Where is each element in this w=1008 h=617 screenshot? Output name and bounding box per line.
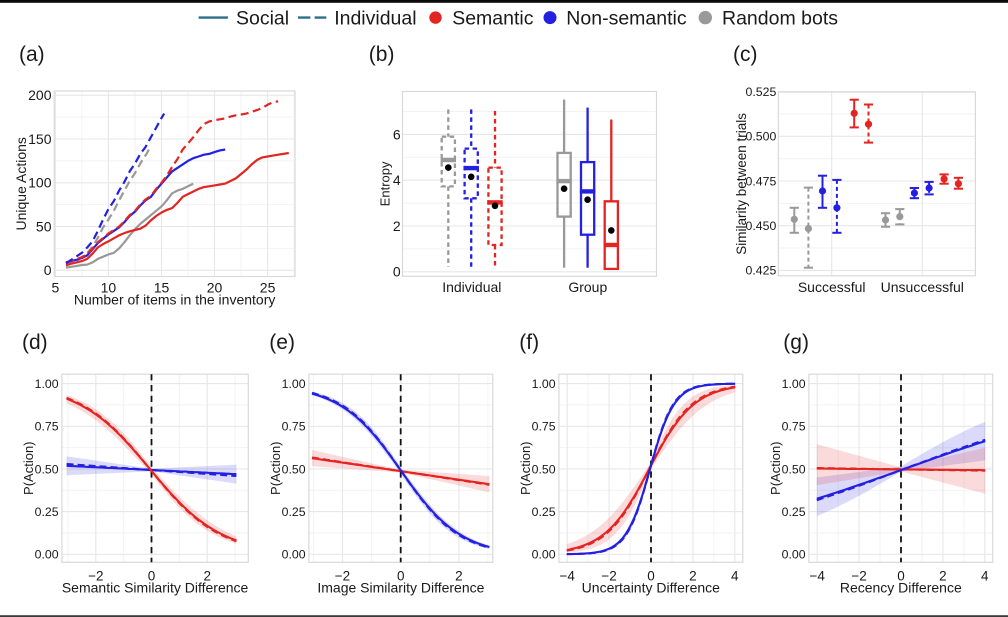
svg-text:−2: −2	[335, 569, 350, 584]
svg-text:Non-semantic: Non-semantic	[566, 8, 687, 30]
svg-text:20: 20	[207, 279, 223, 295]
svg-text:0: 0	[44, 262, 52, 278]
svg-text:0.50: 0.50	[35, 462, 59, 476]
svg-text:4: 4	[393, 172, 401, 188]
svg-text:P(Action): P(Action)	[768, 441, 783, 494]
svg-text:Individual: Individual	[442, 279, 501, 295]
svg-text:0.475: 0.475	[746, 174, 777, 188]
svg-text:0.00: 0.00	[532, 548, 556, 562]
svg-text:Semantic: Semantic	[452, 8, 534, 30]
svg-text:(f): (f)	[519, 331, 539, 354]
svg-text:(g): (g)	[783, 331, 809, 354]
svg-text:4: 4	[981, 569, 989, 584]
svg-text:0.50: 0.50	[532, 462, 556, 476]
svg-text:1.00: 1.00	[282, 377, 306, 391]
svg-text:Random bots: Random bots	[722, 8, 838, 30]
svg-text:Group: Group	[568, 279, 607, 295]
svg-text:−4: −4	[809, 569, 825, 584]
svg-text:0: 0	[897, 569, 905, 584]
svg-text:0.75: 0.75	[782, 420, 806, 434]
svg-text:−2: −2	[88, 569, 103, 584]
svg-text:0.50: 0.50	[282, 462, 306, 476]
svg-text:Recency Difference: Recency Difference	[840, 580, 962, 596]
svg-text:Unique Actions: Unique Actions	[13, 137, 29, 230]
svg-text:Unsuccessful: Unsuccessful	[881, 279, 964, 295]
svg-text:−4: −4	[559, 569, 575, 584]
svg-text:P(Action): P(Action)	[268, 441, 283, 494]
svg-text:P(Action): P(Action)	[518, 441, 533, 494]
svg-text:5: 5	[52, 279, 60, 295]
svg-text:0.500: 0.500	[746, 130, 777, 144]
svg-text:4: 4	[731, 569, 739, 584]
svg-text:15: 15	[154, 279, 170, 295]
svg-text:Semantic Similarity Difference: Semantic Similarity Difference	[62, 580, 249, 596]
svg-text:0.25: 0.25	[782, 505, 806, 519]
svg-text:(c): (c)	[733, 43, 758, 66]
svg-text:0: 0	[393, 264, 401, 280]
svg-text:Similarity between trials: Similarity between trials	[734, 113, 749, 255]
svg-text:(e): (e)	[269, 331, 295, 354]
svg-text:2: 2	[455, 569, 463, 584]
svg-text:0.450: 0.450	[746, 219, 777, 233]
svg-text:0: 0	[148, 569, 156, 584]
svg-text:1.00: 1.00	[532, 377, 556, 391]
svg-text:Uncertainty Difference: Uncertainty Difference	[582, 580, 720, 596]
svg-text:1.00: 1.00	[782, 377, 806, 391]
svg-text:Number of items in the invento: Number of items in the inventory	[74, 291, 276, 307]
svg-text:0.75: 0.75	[282, 420, 306, 434]
svg-text:2: 2	[689, 569, 697, 584]
svg-text:0.00: 0.00	[782, 548, 806, 562]
svg-text:0.00: 0.00	[282, 548, 306, 562]
svg-text:0.25: 0.25	[532, 505, 556, 519]
svg-text:(b): (b)	[369, 43, 395, 66]
svg-text:Image Similarity Difference: Image Similarity Difference	[317, 580, 484, 596]
svg-text:P(Action): P(Action)	[21, 441, 36, 494]
svg-text:10: 10	[101, 279, 117, 295]
svg-text:200: 200	[28, 87, 52, 103]
svg-text:0: 0	[647, 569, 655, 584]
svg-text:Social: Social	[236, 8, 289, 30]
svg-text:−2: −2	[601, 569, 616, 584]
svg-text:0.75: 0.75	[532, 420, 556, 434]
svg-text:1.00: 1.00	[35, 377, 59, 391]
svg-text:50: 50	[36, 218, 52, 234]
svg-text:0: 0	[397, 569, 405, 584]
svg-text:2: 2	[203, 569, 211, 584]
svg-text:100: 100	[28, 175, 52, 191]
svg-text:0.75: 0.75	[35, 420, 59, 434]
svg-text:Individual: Individual	[334, 8, 416, 30]
svg-text:25: 25	[260, 279, 276, 295]
svg-text:(d): (d)	[22, 331, 48, 354]
svg-text:Entropy: Entropy	[378, 161, 393, 206]
svg-text:2: 2	[393, 218, 401, 234]
svg-text:0.525: 0.525	[746, 85, 777, 99]
svg-text:0.25: 0.25	[282, 505, 306, 519]
svg-text:0.425: 0.425	[746, 264, 777, 278]
svg-text:−2: −2	[851, 569, 866, 584]
svg-text:6: 6	[393, 126, 401, 142]
svg-text:0.50: 0.50	[782, 462, 806, 476]
svg-text:2: 2	[939, 569, 947, 584]
svg-text:0.00: 0.00	[35, 548, 59, 562]
svg-text:0.25: 0.25	[35, 505, 59, 519]
svg-text:150: 150	[28, 131, 52, 147]
svg-text:(a): (a)	[19, 43, 45, 66]
svg-text:Successful: Successful	[798, 279, 866, 295]
